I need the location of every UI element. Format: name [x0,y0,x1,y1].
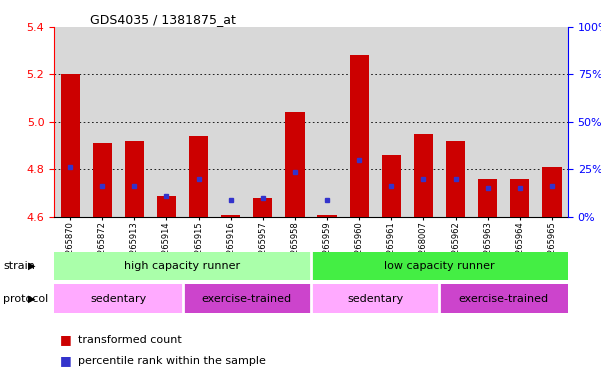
Bar [253,198,272,217]
Bar [478,179,497,217]
Bar [54,284,183,313]
Text: transformed count: transformed count [78,335,182,345]
Bar [157,195,176,217]
Text: ▶: ▶ [28,293,35,304]
Text: exercise-trained: exercise-trained [202,293,292,304]
Text: ▶: ▶ [28,261,35,271]
Text: sedentary: sedentary [347,293,403,304]
Bar [125,141,144,217]
Text: strain: strain [3,261,35,271]
Text: GDS4035 / 1381875_at: GDS4035 / 1381875_at [90,13,236,26]
Bar [446,141,465,217]
Text: ■: ■ [60,333,72,346]
Text: low capacity runner: low capacity runner [384,261,495,271]
Text: high capacity runner: high capacity runner [124,261,240,271]
Bar [311,284,439,313]
Bar [93,143,112,217]
Bar [61,74,80,217]
Text: protocol: protocol [3,293,48,304]
Text: exercise-trained: exercise-trained [459,293,549,304]
Bar [413,134,433,217]
Bar [221,215,240,217]
Bar [189,136,208,217]
Bar [350,55,369,217]
Text: percentile rank within the sample: percentile rank within the sample [78,356,266,366]
Bar [439,284,568,313]
Bar [510,179,529,217]
Text: sedentary: sedentary [90,293,147,304]
Bar [54,252,311,280]
Text: ■: ■ [60,354,72,367]
Bar [542,167,561,217]
Bar [311,252,568,280]
Bar [285,113,305,217]
Bar [183,284,311,313]
Bar [317,215,337,217]
Bar [382,155,401,217]
